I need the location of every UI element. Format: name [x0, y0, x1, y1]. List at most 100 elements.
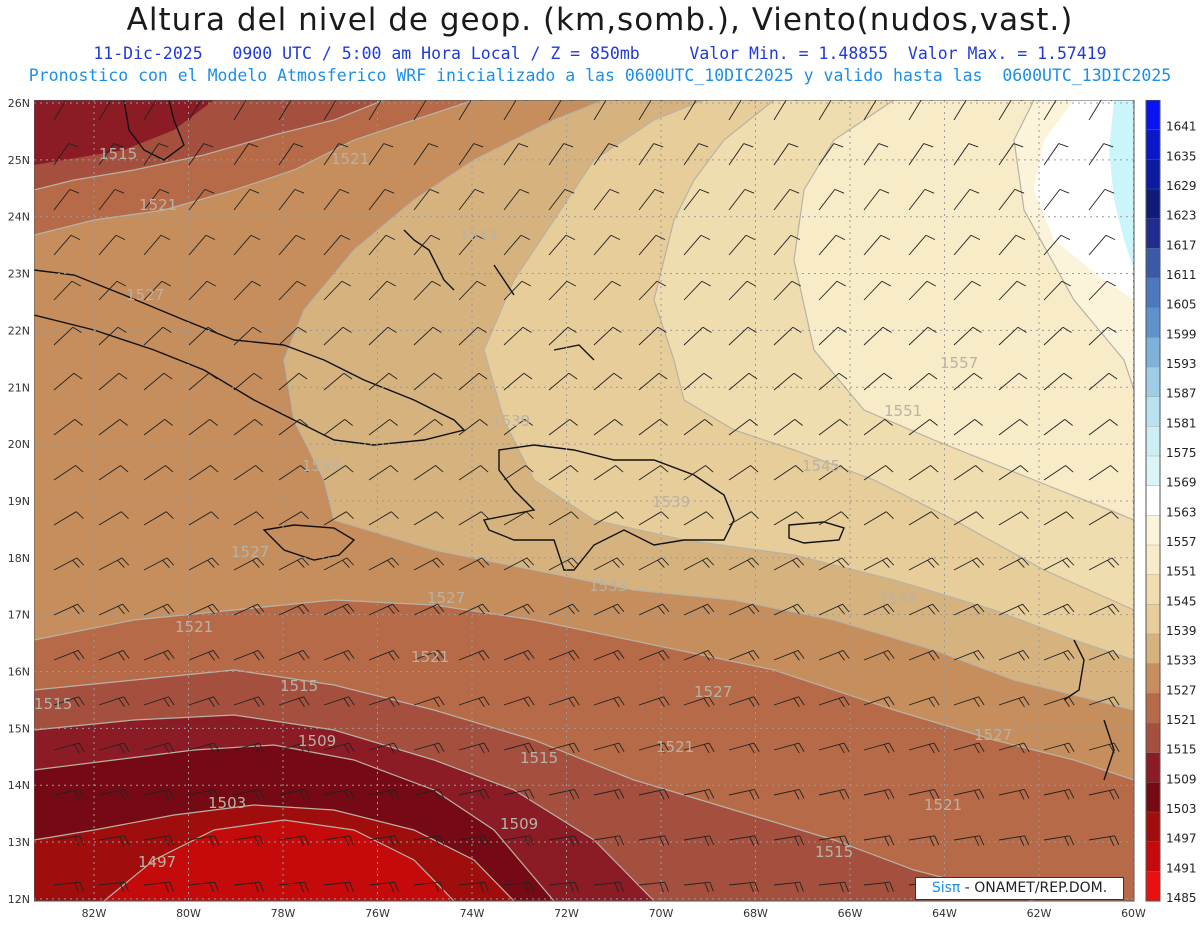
wind-barb: [98, 650, 130, 661]
wind-barb: [773, 372, 803, 391]
wind-barb: [278, 696, 310, 707]
wind-barb: [773, 143, 799, 166]
wind-barb: [998, 603, 1030, 616]
wind-barb: [98, 557, 130, 571]
colorbar-label: 1485: [1166, 891, 1197, 902]
wind-barb: [413, 143, 439, 166]
wind-barb: [548, 188, 575, 211]
wind-barb: [593, 603, 625, 616]
lon-tick-label: 80W: [176, 907, 201, 920]
wind-barb: [98, 188, 125, 211]
lon-tick-label: 76W: [365, 907, 390, 920]
colorbar-label: 1581: [1166, 416, 1197, 430]
lat-tick-label: 18N: [8, 552, 30, 565]
wind-barb: [683, 696, 715, 707]
wind-barb: [1043, 143, 1069, 166]
wind-barb: [818, 603, 850, 616]
wind-barb: [1043, 650, 1075, 661]
wind-barb: [143, 188, 170, 211]
wind-barb: [953, 234, 981, 256]
wind-barb: [638, 650, 670, 661]
wind-barb: [818, 696, 850, 707]
wind-barb: [638, 835, 670, 846]
wind-barb: [593, 789, 625, 800]
wind-barb: [593, 372, 623, 391]
wind-barb: [233, 557, 265, 571]
wind-barb: [323, 650, 355, 661]
contour-label: 1557: [940, 354, 978, 372]
lon-tick-label: 70W: [649, 907, 674, 920]
wind-barb: [233, 603, 265, 616]
wind-barb: [593, 280, 621, 301]
wind-barb: [773, 326, 802, 346]
wind-barb: [593, 881, 624, 893]
wind-barb: [503, 372, 533, 391]
wind-barb: [278, 418, 308, 436]
wind-barb: [143, 143, 169, 166]
wind-barb: [818, 188, 845, 211]
wind-barb: [998, 465, 1029, 481]
wind-barb: [728, 326, 757, 346]
wind-barb: [1088, 372, 1118, 391]
wind-barb: [503, 511, 534, 526]
wind-barb: [323, 234, 351, 256]
wind-barb: [548, 465, 579, 481]
colorbar-label: 1617: [1166, 238, 1197, 252]
wind-barb: [188, 418, 218, 436]
wind-barb: [1088, 789, 1120, 800]
wind-barb: [323, 143, 349, 166]
wind-barb: [728, 650, 760, 661]
wind-barb: [548, 326, 577, 346]
wind-barb: [233, 511, 264, 526]
contour-label: 1527: [694, 683, 732, 701]
wind-barb: [98, 418, 128, 436]
wind-barb: [503, 280, 531, 301]
wind-barb: [503, 742, 535, 754]
wind-barb: [53, 280, 81, 301]
wind-barb: [503, 789, 535, 800]
wind-barb: [413, 742, 445, 754]
wind-barb: [548, 143, 574, 166]
wind-barb: [458, 326, 487, 346]
colorbar-label: 1503: [1166, 802, 1197, 816]
lat-tick-label: 12N: [8, 893, 30, 906]
wind-barb: [908, 789, 940, 800]
wind-barb: [233, 372, 263, 391]
wind-barb: [143, 742, 175, 754]
wind-barb: [638, 326, 667, 346]
wind-barb: [143, 280, 171, 301]
wind-barb: [908, 557, 940, 571]
wind-barb: [638, 234, 666, 256]
map-plot-area: 1515 1521 1521 1527 1533 1533 1539 1539 …: [34, 100, 1135, 902]
wind-barb: [728, 465, 759, 481]
wind-barb: [998, 234, 1026, 256]
credit-pi: π: [951, 880, 961, 896]
wind-barb: [323, 696, 355, 707]
wind-barb: [548, 603, 580, 616]
wind-barb: [593, 188, 620, 211]
wind-barb: [53, 835, 85, 846]
wind-barb: [1088, 742, 1120, 754]
coastlines: [34, 100, 1115, 781]
wind-barb: [1043, 696, 1075, 707]
wind-barb: [863, 696, 895, 707]
wind-barb: [863, 835, 895, 846]
wind-barb: [683, 143, 709, 166]
wind-barb: [953, 372, 983, 391]
colorbar-label: 1509: [1166, 772, 1197, 786]
wind-barb: [143, 418, 173, 436]
wind-barb: [728, 696, 760, 707]
contour-label: 1521: [175, 618, 213, 636]
contour-label: 1509: [500, 815, 538, 833]
wind-barb: [98, 143, 124, 166]
wind-barb: [458, 143, 484, 166]
wind-barb: [503, 418, 533, 436]
wind-barb: [638, 280, 666, 301]
colorbar-label: 1563: [1166, 505, 1197, 519]
wind-barb: [368, 789, 400, 800]
wind-barb: [413, 557, 445, 571]
wind-barb: [503, 881, 534, 893]
wind-barb: [728, 881, 759, 893]
lon-tick-label: 68W: [743, 907, 768, 920]
wind-barb: [998, 188, 1025, 211]
